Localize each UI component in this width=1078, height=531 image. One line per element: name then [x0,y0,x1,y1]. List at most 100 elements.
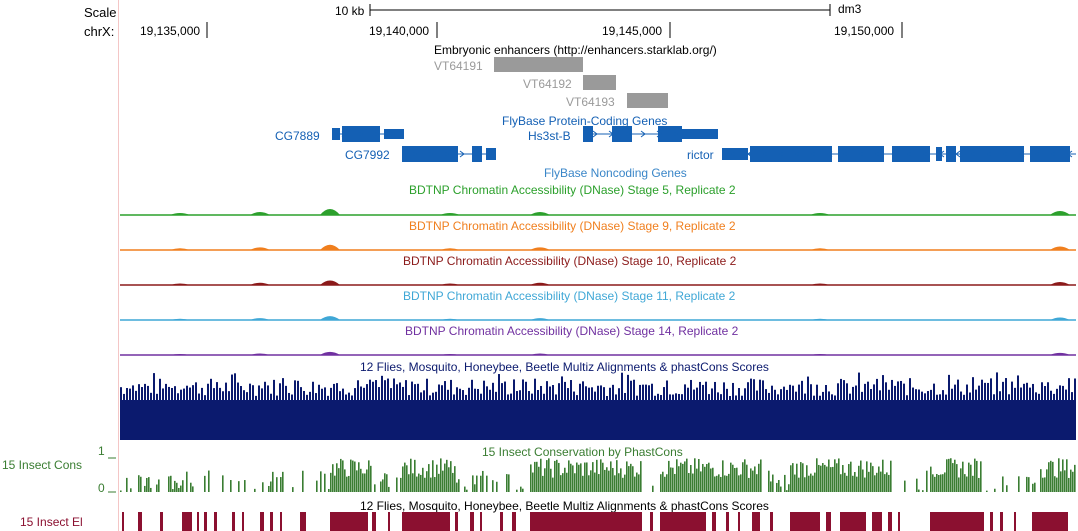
multiz-bar [513,379,515,400]
multiz-bar [147,385,149,400]
multiz-bar [297,380,299,400]
gene-label-rictor[interactable]: rictor [687,148,714,162]
phastcons-bar [714,476,716,492]
phastcons-bar [222,475,224,492]
gene-strand-arrow [704,130,710,138]
phastcons-bar [168,476,170,492]
phastcons-bar [662,471,664,492]
gene-exon [583,126,593,142]
phastcons-bar [966,476,968,492]
multiz-bar [501,383,503,400]
multiz-bar [279,383,281,400]
gene-label-hs3st-b[interactable]: Hs3st-B [528,129,571,143]
phastcons-bar [986,490,988,492]
genes-track[interactable] [332,126,1076,162]
phastcons-bar [1060,471,1062,492]
phastcons-bar [830,467,832,492]
elements-side-label[interactable]: 15 Insect El [20,515,83,529]
phastcons-bar [578,464,580,492]
phastcons-bar [840,474,842,492]
multiz-bar [732,382,734,400]
phastcons-bar [878,466,880,492]
phastcons-bar [348,475,350,492]
phastcons-bar [980,461,982,492]
phastcons-bar [820,465,822,492]
phastcons-bar [332,464,334,492]
multiz-bar [729,395,731,400]
dnase-peak [320,351,340,355]
genes-track-title[interactable]: FlyBase Protein-Coding Genes [502,114,668,128]
gene-label-cg7889[interactable]: CG7889 [275,129,320,143]
dnase-stage11-title[interactable]: BDTNP Chromatin Accessibility (DNase) St… [403,289,736,303]
phastcons-bar [1068,477,1070,492]
dnase-stage9-title[interactable]: BDTNP Chromatin Accessibility (DNase) St… [409,219,736,233]
phastcons-bar [800,462,802,492]
multiz-track[interactable] [120,372,1076,440]
phastcons-bar [230,480,232,492]
gene-exon [1030,146,1070,162]
dnase-peak [170,248,190,250]
phastcons-bar [816,458,818,492]
gene-label-cg7992[interactable]: CG7992 [345,148,390,162]
phastcons-bar [640,461,642,492]
enhancers-track-title[interactable]: Embryonic enhancers (http://enhancers.st… [434,43,717,57]
multiz-bar [306,394,308,400]
phastcons-bar [536,461,538,492]
phastcons-bar [292,487,294,492]
phastcons-side-label[interactable]: 15 Insect Cons [2,458,83,472]
dnase-tracks[interactable] [120,209,1076,356]
phastcons-bar [592,462,594,492]
multiz-bar [918,389,920,400]
phastcons-bar [824,464,826,492]
conserved-element [770,512,773,531]
gene-exon [838,146,884,162]
multiz-bar [888,389,890,400]
multiz-bar [606,395,608,400]
enhancers-track[interactable] [494,57,668,108]
phastcons-bar [974,458,976,492]
multiz-bar [348,392,350,400]
phastcons-bar [506,474,508,492]
phastcons-track[interactable] [108,457,1076,493]
multiz-bar [291,394,293,400]
phastcons-bar [382,479,384,492]
elements-track[interactable] [122,512,1068,531]
dnase-stage10-title[interactable]: BDTNP Chromatin Accessibility (DNase) St… [403,254,737,268]
enhancer-label[interactable]: VT64192 [523,77,572,91]
enhancer-label[interactable]: VT64193 [566,95,615,109]
multiz-bar [477,388,479,400]
phastcons-bar [798,477,800,492]
enhancer-label[interactable]: VT64191 [434,59,483,73]
phastcons-bar [596,459,598,492]
dnase-stage5-title[interactable]: BDTNP Chromatin Accessibility (DNase) St… [409,183,736,197]
phastcons-bar [712,467,714,492]
gene-strand-arrow [939,150,945,158]
multiz-bar [468,387,470,400]
conserved-element [872,512,882,531]
chrom-label: chrX: [84,24,115,39]
multiz-track-title[interactable]: 12 Flies, Mosquito, Honeybee, Beetle Mul… [360,360,769,374]
enhancer-block [627,93,668,108]
phastcons-track-title[interactable]: 15 Insect Conservation by PhastCons [482,445,683,459]
gene-strand-arrow [923,150,929,158]
phastcons-bar [948,458,950,492]
multiz-bar [180,389,182,400]
multiz-bar [303,390,305,400]
multiz-bar [156,393,158,400]
noncoding-track-title[interactable]: FlyBase Noncoding Genes [544,166,687,180]
multiz-bar [222,391,224,400]
phastcons-bar [190,482,192,492]
phastcons-bar [370,465,372,492]
dnase-stage14-title[interactable]: BDTNP Chromatin Accessibility (DNase) St… [405,324,739,338]
phastcons-bar [1002,476,1004,492]
multiz-bar [948,374,950,400]
elements-track-title[interactable]: 12 Flies, Mosquito, Honeybee, Beetle Mul… [360,499,769,513]
multiz-bar [405,380,407,400]
conserved-element [300,512,306,531]
dnase-peak [170,318,190,320]
gene-strand-arrow [1051,150,1057,158]
multiz-bar [783,386,785,400]
multiz-bar [1026,382,1028,400]
multiz-bar [612,384,614,400]
